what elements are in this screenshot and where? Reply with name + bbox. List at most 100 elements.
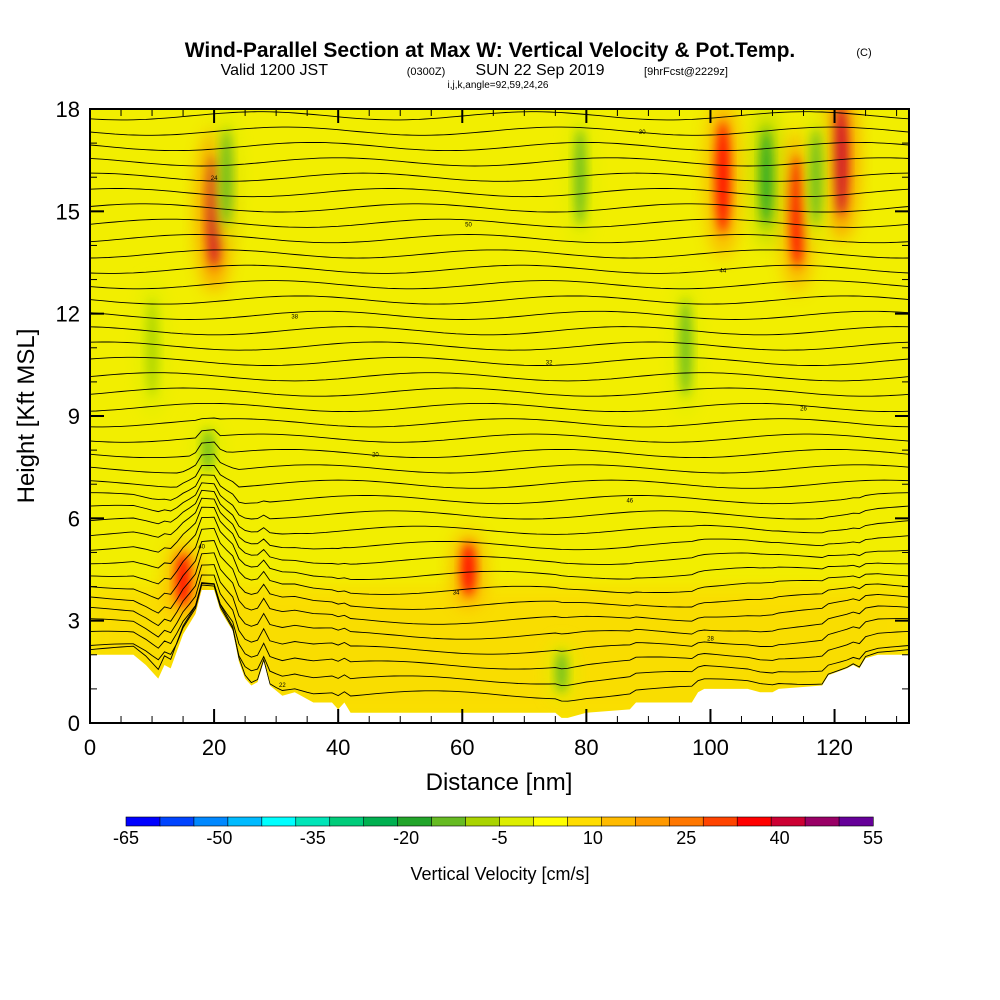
isentrope-label: 20: [372, 453, 379, 459]
x-tick-label: 40: [326, 735, 350, 760]
isentrope-line: [90, 474, 909, 505]
isentrope-line: [90, 280, 909, 290]
isentropes: 22 28 34 40 46 20 26 32 38 44 50 24 30: [90, 111, 909, 702]
y-tick-label: 15: [56, 199, 80, 224]
isentrope-line: [90, 402, 909, 413]
colorbar-swatch: [125, 816, 161, 827]
colorbar-swatch: [668, 816, 704, 827]
isentrope-label: 44: [720, 268, 727, 274]
valid-date-label: SUN 22 Sep 2019: [476, 62, 605, 79]
colorbar-swatch: [295, 816, 331, 827]
colorbar-title: Vertical Velocity [cm/s]: [410, 864, 589, 884]
terrain-mask: [90, 589, 909, 723]
x-tick-label: 80: [574, 735, 598, 760]
colorbar-swatch: [499, 816, 535, 827]
isentrope-label: 22: [279, 683, 286, 689]
y-tick-label: 0: [68, 711, 80, 736]
isentrope-line: [90, 126, 909, 136]
isentrope-line: [90, 584, 909, 687]
colorbar-swatch: [363, 816, 399, 827]
downdraft-core: [201, 429, 214, 472]
colorbar-swatch: [736, 816, 772, 827]
colorbar-tick-label: -35: [300, 828, 326, 848]
colorbar-tick-label: -5: [491, 828, 507, 848]
isentrope-label: 30: [639, 130, 646, 136]
isentrope-line: [90, 464, 909, 489]
colorbar-swatch: [159, 816, 195, 827]
x-tick-label: 20: [202, 735, 226, 760]
isentrope-line: [90, 540, 909, 610]
isentrope-line: [90, 157, 909, 167]
colorbar-swatch: [329, 816, 365, 827]
colorbar-tick-label: -20: [393, 828, 419, 848]
x-tick-label: 60: [450, 735, 474, 760]
isentrope-line: [90, 218, 909, 228]
x-axis-title: Distance [nm]: [426, 769, 573, 796]
updraft-core: [833, 109, 848, 217]
grid-indices-label: i,j,k,angle=92,59,24,26: [448, 80, 549, 91]
isentrope-label: 32: [546, 360, 553, 366]
axes: 0 20 40 60 80 100 120 0 3 6 9 12 15 18: [56, 97, 909, 760]
isentrope-line: [90, 141, 909, 152]
downdraft-core: [555, 650, 568, 693]
colorbar-swatch: [431, 816, 467, 827]
colorbar-swatch: [838, 816, 874, 827]
isentrope-line: [90, 564, 909, 640]
isentrope-label: 40: [198, 545, 205, 551]
colorbar-tick-label: 55: [863, 828, 883, 848]
colorbar-swatch: [397, 816, 433, 827]
isentrope-line: [90, 574, 909, 655]
x-tick-label: 120: [816, 735, 853, 760]
y-tick-label: 9: [68, 404, 80, 429]
isentrope-line: [90, 453, 909, 474]
plot-area: 22 28 34 40 46 20 26 32 38 44 50 24 30: [90, 109, 909, 723]
isentrope-line: [90, 527, 909, 595]
colorbar-swatch: [227, 816, 263, 827]
isentrope-label: 28: [707, 637, 714, 643]
downdraft-core: [679, 298, 692, 397]
downdraft-core: [146, 298, 159, 397]
colorbar-swatch: [702, 816, 738, 827]
chart-title: Wind-Parallel Section at Max W: Vertical…: [185, 39, 796, 62]
colorbar-swatch: [635, 816, 670, 827]
y-tick-label: 6: [68, 506, 80, 531]
isentrope-line: [90, 203, 909, 213]
isentrope-label: 26: [800, 406, 807, 412]
isentrope-line: [90, 264, 909, 274]
y-tick-label: 3: [68, 609, 80, 634]
colorbar-swatch: [567, 816, 602, 827]
y-tick-label: 18: [56, 97, 80, 122]
isentrope-line: [90, 516, 909, 580]
downdraft-core: [220, 128, 233, 227]
downdraft-core: [809, 128, 822, 227]
colorbar-tick-label: -50: [206, 828, 232, 848]
isentrope-line: [90, 582, 909, 702]
isentrope-line: [90, 441, 909, 459]
colorbar-swatch: [770, 816, 806, 827]
colorbar-tick-label: 40: [770, 828, 790, 848]
isentrope-line: [90, 326, 909, 336]
colorbar-swatch: [465, 816, 501, 827]
isentrope-line: [90, 582, 909, 670]
y-axis-title: Height [Kft MSL]: [13, 329, 40, 504]
colorbar-swatch: [193, 816, 229, 827]
isentrope-label: 50: [465, 222, 472, 228]
isentrope-label: 34: [453, 591, 460, 597]
colorbar-swatch: [601, 816, 636, 827]
isentrope-line: [90, 372, 909, 382]
isentrope-line: [90, 497, 909, 551]
isentrope-line: [90, 489, 909, 535]
isentrope-line: [90, 295, 909, 305]
isentrope-label: 38: [291, 314, 298, 320]
colorbar-swatch: [533, 816, 569, 827]
forecast-label: [9hrFcst@2229z]: [644, 66, 728, 78]
colorbar-swatch: [804, 816, 840, 827]
isentrope-line: [90, 249, 909, 259]
isentrope-line: [90, 506, 909, 565]
isentrope-line: [90, 552, 909, 625]
isentrope-label: 46: [626, 499, 633, 505]
isentrope-line: [90, 172, 909, 182]
y-tick-label: 12: [56, 302, 80, 327]
isentrope-line: [90, 387, 909, 397]
